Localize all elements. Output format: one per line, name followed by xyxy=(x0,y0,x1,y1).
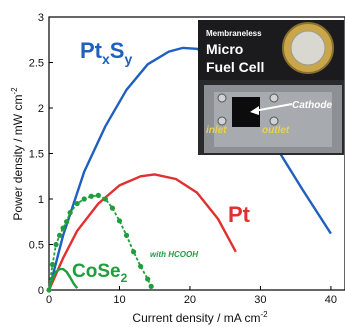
cathode-arrow-head xyxy=(250,106,259,115)
series-marker-2 xyxy=(148,283,154,289)
series-marker-2 xyxy=(123,232,130,238)
screw-bottom-right xyxy=(269,116,279,126)
series-label-ptxsy: PtxSy xyxy=(80,38,132,67)
fuel-cell-photo-inset: Membraneless Micro Fuel Cell Cathode inl… xyxy=(198,20,344,155)
series-marker-2 xyxy=(145,276,151,282)
screw-top-left xyxy=(217,93,227,103)
inset-title-line1: Micro xyxy=(206,41,243,57)
inset-title-small: Membraneless xyxy=(206,29,262,38)
x-tick-label: 40 xyxy=(325,294,337,306)
series-marker-2 xyxy=(138,263,144,269)
inset-title-line2: Fuel Cell xyxy=(206,59,264,75)
screw-bottom-left xyxy=(217,116,227,126)
y-tick-label: 2.5 xyxy=(29,58,44,70)
series-marker-2 xyxy=(64,219,70,225)
series-marker-2 xyxy=(56,232,63,238)
series-marker-2 xyxy=(67,210,73,216)
y-tick-label: 0 xyxy=(38,285,44,297)
cathode-arrow xyxy=(253,103,293,112)
y-tick-label: 1 xyxy=(38,194,44,206)
y-tick-label: 1.5 xyxy=(29,149,44,161)
series-label-with-hcooh: with HCOOH xyxy=(150,250,198,259)
series-marker-2 xyxy=(102,196,108,202)
series-marker-2 xyxy=(130,249,137,255)
x-axis-label: Current density / mA cm-2 xyxy=(132,310,268,325)
screw-top-right xyxy=(269,93,279,103)
outlet-label: outlet xyxy=(262,125,290,136)
x-tick-label: 20 xyxy=(184,294,196,306)
series-marker-2 xyxy=(116,218,123,224)
series-marker-2 xyxy=(81,196,87,202)
inlet-label: inlet xyxy=(206,125,227,136)
x-tick-label: 10 xyxy=(113,294,125,306)
x-tick-label: 0 xyxy=(46,294,52,306)
x-tick-label: 30 xyxy=(254,294,266,306)
series-marker-2 xyxy=(74,200,80,207)
y-axis-label: Power density / mW cm-2 xyxy=(10,87,25,221)
cathode-label: Cathode xyxy=(292,100,332,111)
x-axis-ticks: 0 10 20 30 40 xyxy=(46,286,337,306)
y-tick-label: 2 xyxy=(38,103,44,115)
y-tick-label: 3 xyxy=(38,12,44,24)
series-line-3 xyxy=(47,267,79,291)
y-tick-label: 0.5 xyxy=(29,240,44,252)
series-marker-2 xyxy=(49,261,56,268)
y-axis-ticks: 0 0.5 1 1.5 2 2.5 3 xyxy=(29,12,53,297)
series-marker-2 xyxy=(95,192,101,198)
series-marker-2 xyxy=(88,193,94,199)
series-label-pt: Pt xyxy=(228,202,251,227)
series-marker-2 xyxy=(60,225,66,231)
series-label-cose2: CoSe2 xyxy=(72,261,128,285)
series-line-1 xyxy=(47,173,237,291)
coin-inner xyxy=(290,30,326,66)
series-marker-2 xyxy=(53,241,59,248)
series-marker-2 xyxy=(109,205,116,211)
